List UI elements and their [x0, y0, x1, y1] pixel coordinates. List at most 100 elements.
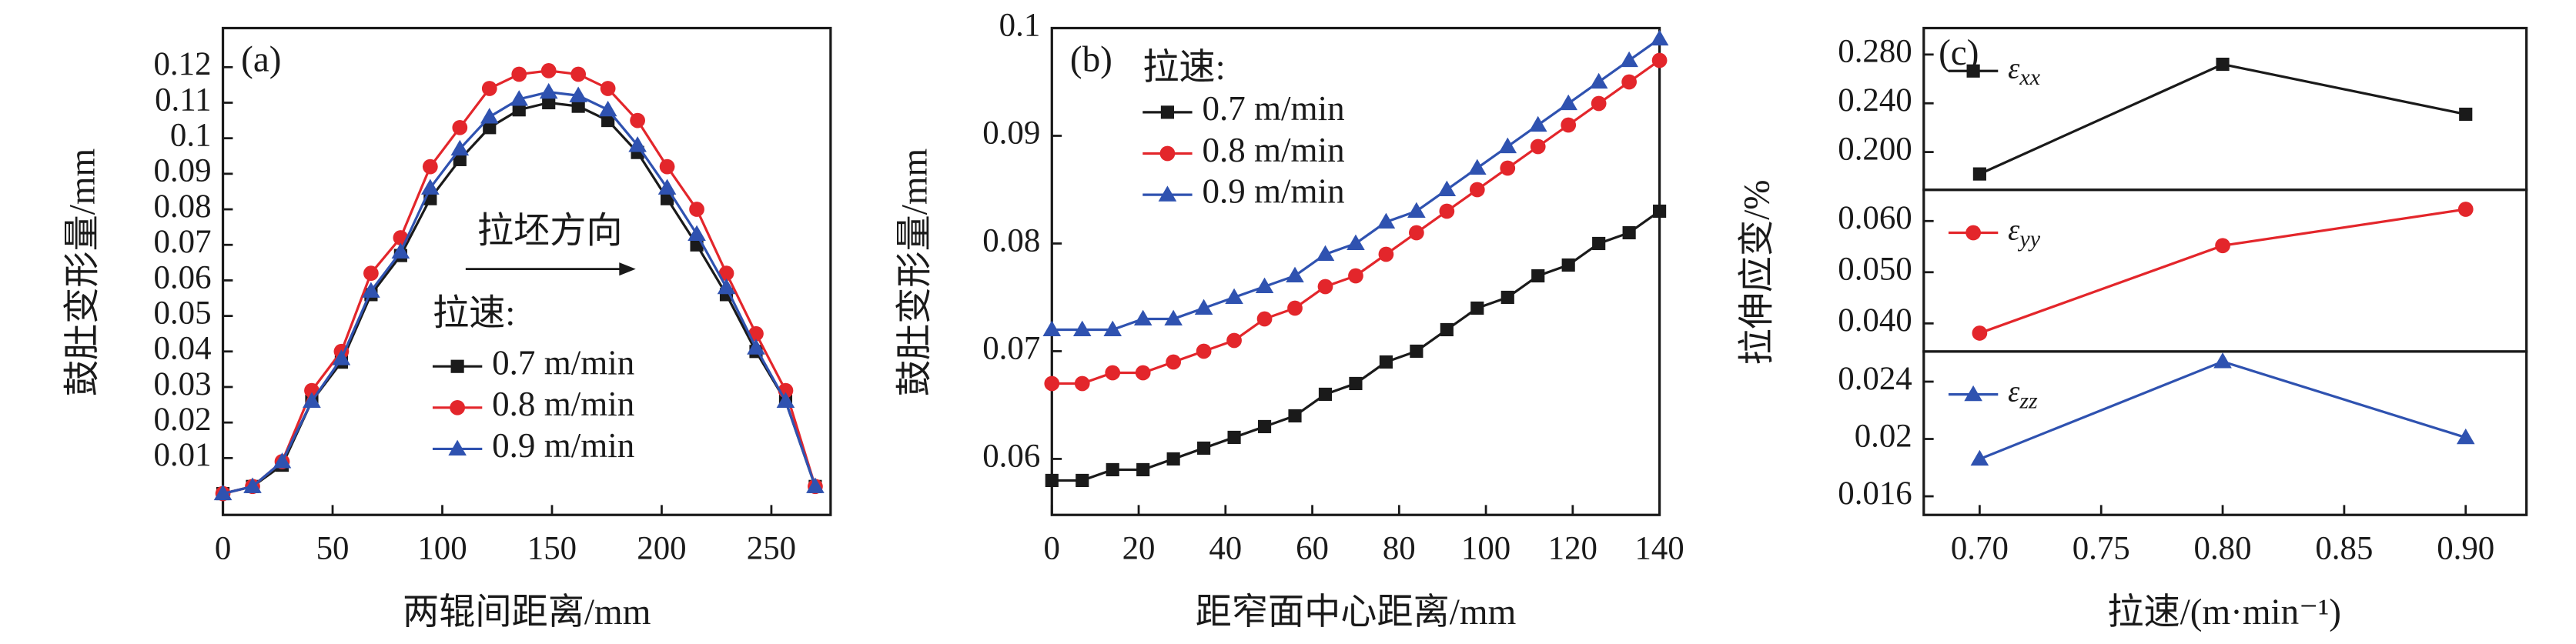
data-point: [1042, 320, 1062, 337]
data-point: [421, 179, 440, 195]
data-point: [1225, 288, 1243, 305]
y-tick-label: 0.11: [155, 82, 211, 118]
legend-marker: [1160, 105, 1175, 119]
data-point: [1437, 180, 1457, 197]
y-tick-label: 0.02: [154, 402, 212, 438]
data-point: [1970, 449, 1989, 466]
data-point: [243, 477, 262, 493]
y-tick-label: 0.04: [154, 331, 212, 367]
data-point: [1498, 137, 1517, 154]
data-point: [1044, 375, 1060, 392]
data-point: [717, 278, 736, 295]
y-tick-label: 0.1: [170, 118, 212, 154]
data-point: [569, 86, 587, 102]
data-point: [1135, 365, 1151, 381]
data-point: [1197, 441, 1211, 455]
data-point: [511, 66, 527, 82]
data-point: [1255, 277, 1274, 294]
data-point: [1196, 343, 1212, 359]
y-tick-label: 0.016: [1838, 475, 1912, 512]
y-tick-label: 0.050: [1838, 252, 1912, 288]
data-point: [1410, 344, 1423, 359]
y-tick-label: 0.1: [999, 7, 1041, 43]
data-point: [1348, 268, 1363, 284]
data-point: [1133, 309, 1153, 326]
legend-label: 0.8 m/min: [1202, 131, 1344, 169]
data-point: [1317, 279, 1333, 295]
data-point: [806, 477, 825, 493]
y-tick-label: 0.07: [154, 224, 212, 260]
panel-label: (a): [241, 39, 281, 79]
data-point: [483, 121, 497, 135]
data-point: [1469, 182, 1485, 198]
series-line: [1979, 62, 2467, 175]
y-axis-label: 拉伸应变/%: [1737, 179, 1777, 365]
x-tick-label: 60: [1296, 530, 1329, 566]
y-tick-label: 0.07: [982, 330, 1040, 366]
data-point: [657, 179, 677, 195]
data-point: [1106, 462, 1119, 477]
x-tick-label: 0.70: [1951, 530, 2009, 566]
y-tick-label: 0.06: [154, 259, 212, 295]
x-tick-label: 100: [1461, 530, 1510, 566]
x-tick-label: 0.80: [2194, 530, 2252, 566]
data-point: [687, 225, 706, 241]
data-point: [1591, 95, 1607, 112]
data-point: [1622, 225, 1636, 240]
x-tick-label: 0: [1044, 530, 1060, 566]
y-tick-label: 0.040: [1838, 302, 1912, 339]
series-line: [1052, 210, 1661, 482]
x-tick-label: 0.75: [2073, 530, 2130, 566]
series-line: [1979, 208, 2466, 335]
x-tick-label: 150: [527, 530, 577, 566]
legend-marker: [450, 359, 464, 373]
x-tick-label: 200: [637, 530, 686, 566]
legend-marker: [1158, 185, 1177, 202]
data-point: [1316, 245, 1335, 262]
data-point: [2457, 202, 2474, 217]
data-point: [1378, 246, 1394, 262]
arrow-head: [619, 262, 636, 276]
data-point: [1500, 290, 1514, 305]
data-point: [450, 139, 470, 156]
data-point: [1194, 299, 1213, 315]
legend-marker: [1965, 225, 1981, 241]
data-point: [1136, 462, 1150, 477]
data-point: [2456, 428, 2475, 445]
data-point: [1651, 52, 1668, 68]
data-point: [452, 119, 468, 135]
data-point: [570, 66, 587, 82]
data-point: [2213, 352, 2232, 369]
data-point: [362, 282, 380, 298]
data-point: [1072, 320, 1092, 337]
x-tick-label: 100: [417, 530, 467, 566]
data-point: [1468, 158, 1487, 175]
data-point: [1166, 452, 1180, 466]
data-point: [1589, 72, 1608, 89]
data-point: [659, 158, 675, 175]
data-point: [1379, 355, 1393, 369]
legend-label: 0.8 m/min: [492, 385, 634, 423]
data-point: [542, 95, 556, 110]
data-point: [1559, 94, 1577, 111]
data-point: [391, 242, 410, 259]
data-point: [747, 339, 765, 355]
x-tick-label: 250: [747, 530, 796, 566]
legend-label: 0.9 m/min: [1202, 172, 1344, 210]
data-point: [630, 112, 645, 128]
legend-label: εyy: [2008, 214, 2041, 252]
y-tick-label: 0.08: [154, 189, 212, 225]
series-line: [1979, 360, 2467, 461]
y-tick-label: 0.200: [1838, 131, 1912, 167]
data-point: [2216, 57, 2230, 72]
data-point: [1377, 212, 1396, 229]
legend-marker: [1159, 145, 1176, 162]
y-tick-label: 0.09: [154, 153, 212, 189]
data-point: [1166, 354, 1182, 370]
data-point: [481, 81, 497, 96]
data-point: [1076, 473, 1089, 488]
data-point: [1103, 320, 1122, 337]
panel-label: (b): [1070, 39, 1112, 79]
data-point: [1074, 375, 1090, 392]
